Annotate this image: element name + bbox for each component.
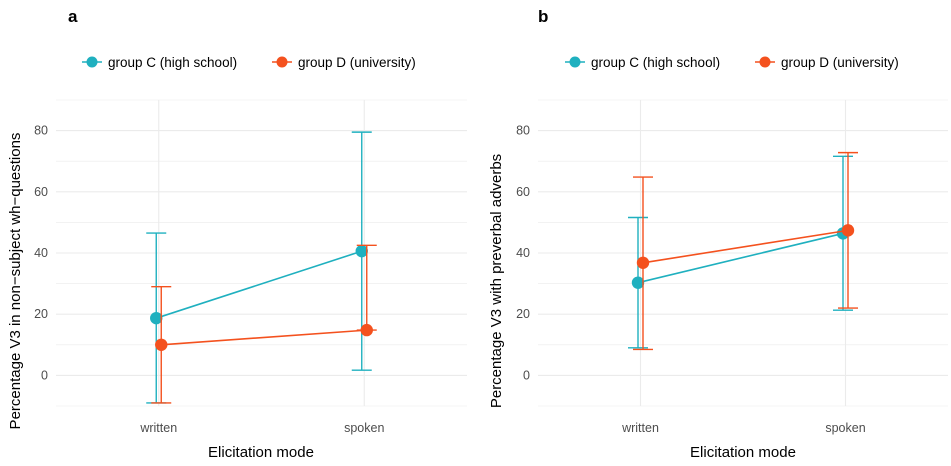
panel-b: 0 20 40 60 80 written spoken Elicitation mode Pe… (488, 55, 948, 461)
y-tick-label: 40 (34, 246, 48, 260)
legend-label: group C (high school) (591, 55, 720, 70)
panel-a-tag: a (68, 7, 78, 26)
legend-key-point (569, 56, 581, 68)
legend-label: group C (high school) (108, 55, 237, 70)
legend-key-point (759, 56, 771, 68)
panel-b-tag: b (538, 7, 548, 26)
x-tick-label: written (621, 421, 659, 435)
series-line (637, 232, 844, 284)
data-point (841, 224, 855, 237)
y-tick-label: 80 (516, 124, 530, 138)
series-line (156, 250, 362, 319)
data-point (155, 338, 168, 351)
panel-a: 0 20 40 60 80 written spoken Elicitation mode Pe… (7, 55, 467, 461)
x-tick-label: spoken (344, 421, 384, 435)
data-point (636, 256, 650, 269)
x-axis-title: Elicitation mode (690, 444, 796, 461)
y-tick-label: 60 (34, 185, 48, 199)
series-line (161, 329, 367, 346)
legend-label: group D (university) (298, 55, 416, 70)
data-point (631, 276, 645, 289)
y-tick-label: 40 (516, 246, 530, 260)
data-point (355, 244, 368, 258)
y-tick-label: 0 (523, 368, 530, 382)
y-tick-label: 80 (34, 124, 48, 138)
y-tick-label: 20 (516, 307, 530, 321)
series-line (642, 229, 849, 264)
x-tick-label: written (139, 421, 177, 435)
x-axis-title: Elicitation mode (208, 444, 314, 461)
legend-key-point (86, 56, 98, 68)
y-axis-title: Percentage V3 in non−subject wh−question… (7, 133, 24, 430)
x-tick-label: spoken (825, 421, 865, 435)
data-point (150, 311, 163, 325)
legend-label: group D (university) (781, 55, 899, 70)
y-tick-label: 20 (34, 307, 48, 321)
y-axis-title: Percentage V3 with preverbal adverbs (488, 154, 505, 408)
data-point (360, 323, 373, 337)
y-tick-label: 0 (41, 368, 48, 382)
y-tick-label: 60 (516, 185, 530, 199)
legend-key-point (276, 56, 288, 68)
